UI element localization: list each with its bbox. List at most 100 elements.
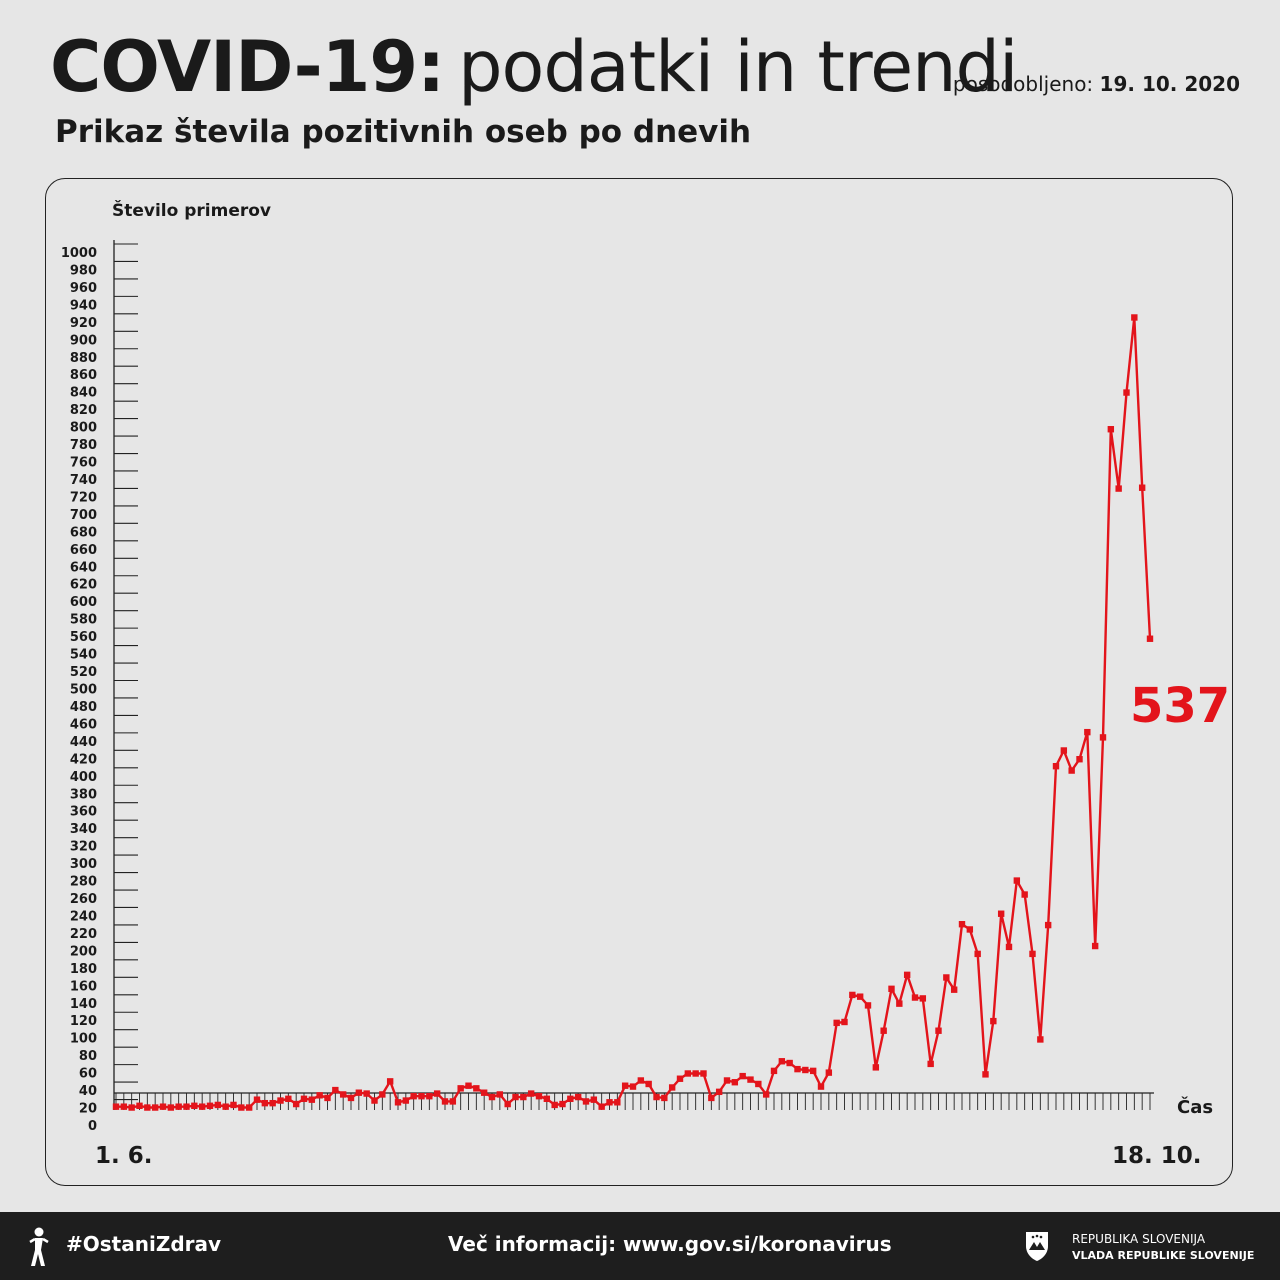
y-tick-label: 60 [79, 1067, 97, 1082]
data-point [880, 1027, 887, 1034]
title-bold: COVID-19: [50, 26, 445, 108]
data-point [308, 1096, 316, 1103]
data-point [653, 1093, 660, 1101]
data-point [637, 1077, 645, 1084]
data-point [1068, 767, 1075, 774]
y-tick-label: 880 [70, 351, 97, 366]
data-point [457, 1085, 464, 1092]
info-link[interactable]: Več informacij: www.gov.si/koronavirus [448, 1232, 892, 1256]
data-point [394, 1099, 402, 1106]
data-point [645, 1080, 652, 1088]
gov-line-2: VLADA REPUBLIKE SLOVENIJE [1072, 1249, 1255, 1262]
data-point [825, 1069, 833, 1076]
data-point [770, 1067, 778, 1075]
y-tick-label: 320 [70, 840, 97, 855]
y-tick-label: 640 [70, 560, 97, 575]
y-tick-label: 400 [70, 770, 97, 785]
data-point [919, 995, 927, 1002]
data-point [543, 1095, 551, 1103]
x-start-label: 1. 6. [95, 1143, 153, 1169]
data-point [551, 1101, 558, 1109]
data-point [175, 1103, 182, 1110]
data-point [974, 950, 981, 958]
data-point [379, 1091, 386, 1098]
data-point [661, 1094, 668, 1102]
data-point [684, 1070, 692, 1077]
data-point [222, 1103, 229, 1110]
data-point [418, 1092, 425, 1100]
data-point [332, 1086, 339, 1094]
data-point [856, 993, 864, 1000]
data-point [1084, 728, 1091, 736]
chart-subtitle: Prikaz števila pozitivnih oseb po dnevih [55, 114, 752, 150]
data-point [1131, 314, 1138, 321]
data-point [849, 991, 856, 999]
hashtag: #OstaniZdrav [66, 1232, 222, 1256]
data-point [700, 1070, 707, 1077]
data-point [1107, 426, 1115, 433]
data-point [943, 974, 950, 981]
y-tick-label: 180 [70, 962, 97, 977]
data-point [433, 1090, 441, 1097]
y-tick-label: 560 [70, 630, 97, 645]
y-tick-label: 140 [70, 997, 97, 1012]
updated-date: 19. 10. 2020 [1099, 72, 1240, 96]
y-tick-label: 200 [70, 944, 97, 959]
data-point [762, 1091, 770, 1098]
y-tick-label: 260 [70, 892, 97, 907]
data-point [245, 1104, 253, 1111]
data-point [778, 1058, 786, 1065]
y-tick-label: 820 [70, 403, 97, 418]
data-point [339, 1091, 347, 1098]
y-tick-label: 0 [88, 1119, 97, 1134]
data-point [786, 1059, 793, 1067]
data-point [911, 994, 919, 1001]
data-point [504, 1100, 511, 1108]
y-tick-label: 240 [70, 909, 97, 924]
y-tick-label: 800 [70, 421, 97, 436]
data-point [402, 1097, 410, 1104]
y-tick-label: 660 [70, 543, 97, 558]
data-point [144, 1104, 151, 1111]
data-point [809, 1067, 817, 1075]
x-end-label: 18. 10. [1112, 1143, 1202, 1169]
y-tick-label: 840 [70, 386, 97, 401]
data-point [324, 1094, 331, 1102]
y-tick-label: 520 [70, 665, 97, 680]
data-point [1005, 943, 1013, 951]
data-point [496, 1091, 504, 1098]
updated-label: posodobljeno: [952, 72, 1094, 96]
updated-info: posodobljeno: 19. 10. 2020 [953, 72, 1240, 96]
data-point [1052, 762, 1060, 770]
data-point [183, 1103, 190, 1110]
data-point [731, 1079, 739, 1086]
data-point [982, 1071, 989, 1078]
data-point [903, 971, 911, 979]
y-tick-label: 540 [70, 648, 97, 663]
data-point [802, 1066, 809, 1074]
data-point [739, 1072, 746, 1080]
data-point [136, 1102, 143, 1109]
data-point [285, 1095, 292, 1103]
data-point [292, 1100, 300, 1108]
y-tick-label: 920 [70, 316, 97, 331]
y-tick-label: 1000 [61, 246, 97, 261]
y-tick-label: 280 [70, 875, 97, 890]
data-point [480, 1089, 488, 1096]
data-point [676, 1075, 684, 1082]
data-point [253, 1096, 261, 1103]
data-point [300, 1095, 308, 1103]
data-point [426, 1092, 433, 1100]
y-tick-label: 160 [70, 979, 97, 994]
data-point [614, 1099, 621, 1106]
data-point [997, 910, 1005, 917]
coat-of-arms-icon [1026, 1232, 1048, 1261]
y-tick-label: 940 [70, 298, 97, 313]
y-tick-label: 380 [70, 787, 97, 802]
data-point [512, 1093, 519, 1101]
data-point [590, 1096, 598, 1103]
data-point [841, 1018, 848, 1026]
y-tick-label: 740 [70, 473, 97, 488]
y-tick-label: 900 [70, 333, 97, 348]
data-point [488, 1093, 496, 1101]
